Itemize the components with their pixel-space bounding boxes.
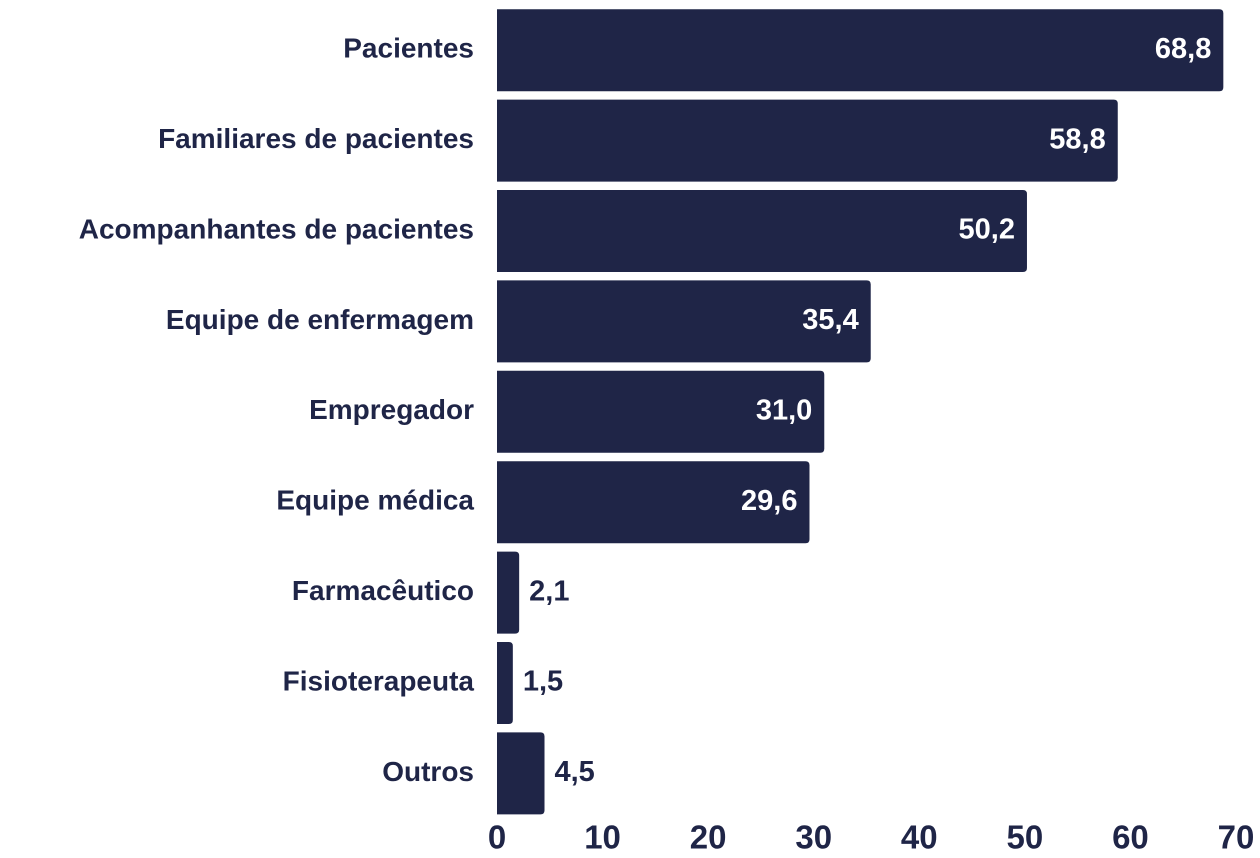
x-tick-label: 70: [1218, 819, 1255, 856]
x-tick-label: 0: [488, 819, 506, 856]
data-label: 50,2: [959, 214, 1015, 246]
data-label: 68,8: [1155, 33, 1211, 65]
bar: [497, 732, 545, 815]
data-label: 31,0: [756, 394, 812, 426]
y-tick-label: Equipe de enfermagem: [166, 304, 474, 335]
y-tick-label: Equipe médica: [276, 485, 474, 516]
data-label: 58,8: [1049, 123, 1105, 155]
data-label: 29,6: [741, 485, 797, 517]
y-tick-label: Familiares de pacientes: [158, 123, 474, 154]
data-label: 1,5: [523, 666, 563, 698]
bar: [497, 190, 1027, 272]
data-label: 2,1: [529, 575, 569, 607]
y-tick-label: Empregador: [309, 394, 474, 425]
x-tick-label: 30: [795, 819, 832, 856]
bar: [497, 280, 871, 363]
x-tick-label: 10: [584, 819, 621, 856]
data-label: 4,5: [555, 756, 595, 788]
x-tick-label: 60: [1112, 819, 1149, 856]
data-label: 35,4: [802, 304, 858, 336]
y-tick-label: Farmacêutico: [292, 575, 474, 606]
y-tick-label: Fisioterapeuta: [283, 665, 475, 696]
bar: [497, 9, 1224, 92]
y-tick-label: Acompanhantes de pacientes: [79, 213, 474, 244]
bar: [497, 461, 810, 544]
bar: [497, 551, 520, 634]
x-tick-label: 40: [901, 819, 938, 856]
bar: [497, 370, 825, 453]
x-tick-label: 50: [1006, 819, 1043, 856]
bar: [497, 642, 513, 724]
bar: [497, 99, 1118, 182]
x-tick-label: 20: [690, 819, 727, 856]
y-tick-label: Pacientes: [343, 33, 474, 64]
y-tick-label: Outros: [382, 756, 474, 787]
